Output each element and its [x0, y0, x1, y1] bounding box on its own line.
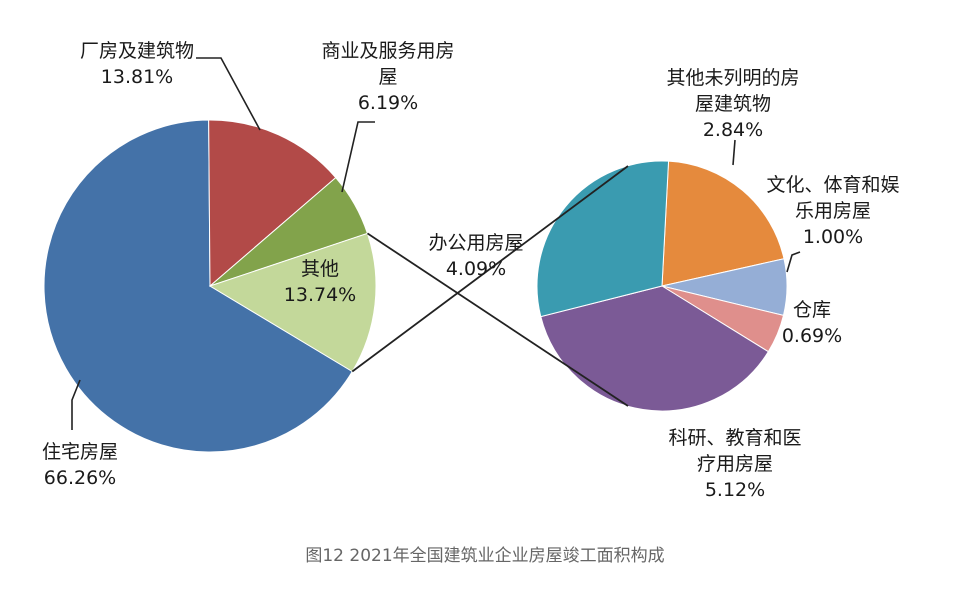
connector-line-bottom: [366, 232, 629, 407]
slice-label-office: 办公用房屋 4.09%: [428, 232, 523, 280]
secondary-pie-slice: [661, 160, 785, 287]
leader-line: [732, 139, 736, 166]
main-pie-slice: [208, 119, 337, 288]
main-pie-slice: [43, 119, 353, 453]
secondary-pie-slice: [536, 160, 670, 318]
slice-label-unlisted: 其他未列明的房屋建筑物 2.84%: [666, 67, 799, 141]
slice-label-warehouse: 仓库 0.69%: [782, 299, 842, 347]
figure-caption: 图12 2021年全国建筑业企业房屋竣工面积构成: [305, 546, 664, 566]
slice-label-culture-sports: 文化、体育和娱乐用房屋 1.00%: [766, 174, 899, 248]
slice-label-other: 其他 13.74%: [284, 258, 356, 306]
leader-line: [786, 251, 801, 273]
secondary-pie-slice: [540, 285, 770, 412]
leader-line: [196, 57, 261, 131]
connector-line-top: [351, 165, 629, 373]
main-pie-slice: [208, 232, 377, 373]
leader-line: [341, 121, 375, 193]
slice-label-commercial: 商业及服务用房屋 6.19%: [321, 40, 454, 114]
leader-line: [71, 379, 81, 430]
slice-label-residential: 住宅房屋 66.26%: [42, 441, 118, 489]
slice-label-factory: 厂房及建筑物 13.81%: [80, 40, 194, 88]
slice-label-research-education: 科研、教育和医疗用房屋 5.12%: [668, 427, 801, 501]
